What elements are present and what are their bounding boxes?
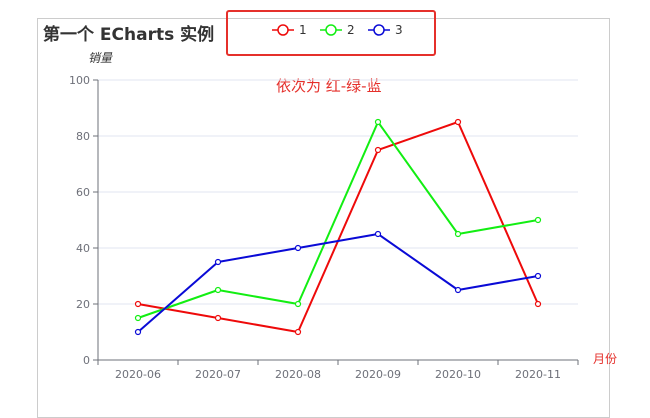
chart-title: 第一个 ECharts 实例	[43, 25, 215, 45]
series-line-1	[137, 121, 539, 333]
x-tick-label: 2020-06	[115, 368, 161, 381]
y-tick-label: 80	[76, 130, 90, 143]
x-axis-label: 月份	[593, 352, 617, 366]
data-point	[134, 328, 142, 336]
line-chart: 0 20 40 60 80 100 2020-06 2020-07 2020-08 2020-09…	[69, 23, 617, 381]
legend-label-2[interactable]: 2	[347, 23, 355, 37]
data-point	[214, 258, 222, 266]
data-point	[214, 314, 222, 322]
y-tick-label: 0	[83, 354, 90, 367]
x-tick-label: 2020-08	[275, 368, 321, 381]
data-point	[454, 286, 462, 294]
legend: 1 2 3	[272, 23, 403, 37]
chart-annotation: 依次为 红-绿-蓝	[276, 77, 382, 95]
data-point	[294, 328, 302, 336]
data-point	[374, 230, 382, 238]
data-point	[374, 146, 382, 154]
data-point	[454, 118, 462, 126]
legend-marker-2[interactable]	[325, 24, 337, 36]
legend-highlight-box	[226, 10, 436, 56]
legend-marker-3[interactable]	[373, 24, 385, 36]
data-point	[294, 244, 302, 252]
data-point	[534, 300, 542, 308]
x-tick-label: 2020-09	[355, 368, 401, 381]
legend-label-3[interactable]: 3	[395, 23, 403, 37]
data-point	[534, 272, 542, 280]
series-line-3	[137, 233, 539, 333]
y-tick-label: 20	[76, 298, 90, 311]
data-point	[454, 230, 462, 238]
data-point	[134, 314, 142, 322]
series-lines	[134, 118, 542, 336]
y-tick-label: 60	[76, 186, 90, 199]
data-point	[214, 286, 222, 294]
legend-label-1[interactable]: 1	[299, 23, 307, 37]
data-point	[134, 300, 142, 308]
y-tick-label: 40	[76, 242, 90, 255]
data-point	[294, 300, 302, 308]
y-axis-label: 销量	[88, 51, 113, 65]
x-tick-label: 2020-11	[515, 368, 561, 381]
x-tick-label: 2020-10	[435, 368, 481, 381]
axes: 0 20 40 60 80 100 2020-06 2020-07 2020-08 2020-09…	[69, 74, 579, 381]
y-tick-label: 100	[69, 74, 90, 87]
legend-marker-1[interactable]	[277, 24, 289, 36]
series-line-2	[137, 121, 539, 319]
data-point	[534, 216, 542, 224]
grid-lines	[98, 79, 578, 305]
x-tick-label: 2020-07	[195, 368, 241, 381]
data-point	[374, 118, 382, 126]
